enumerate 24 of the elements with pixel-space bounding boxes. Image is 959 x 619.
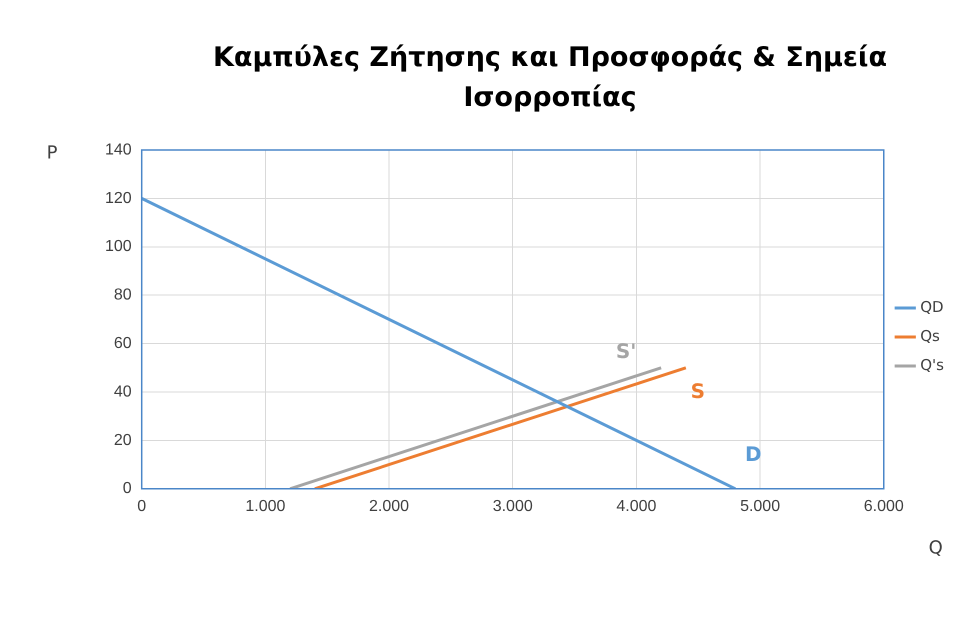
y-tick-label: 80 (114, 286, 132, 304)
x-tick-label: 3.000 (492, 498, 533, 515)
x-tick-label: 6.000 (864, 498, 904, 515)
x-tick-label: 0 (137, 498, 146, 515)
x-tick-label: 1.000 (245, 498, 286, 515)
annotation: S (690, 379, 706, 404)
y-tick-label: 140 (104, 141, 132, 158)
y-tick-label: 40 (114, 383, 132, 400)
legend-label: Q's (920, 356, 944, 374)
y-tick-label: 60 (114, 335, 132, 352)
legend-label: Qs (920, 326, 940, 345)
annotation: S' (616, 339, 636, 364)
annotation: D (745, 442, 762, 466)
chart-title: Καμπύλες Ζήτησης και Προσφοράς & Σημεία Ισορροπίας (212, 41, 888, 115)
y-tick-label: 20 (114, 432, 132, 449)
y-axis-title: P (46, 142, 58, 164)
x-tick-label: 5.000 (740, 498, 780, 515)
legend-label: QD (920, 298, 944, 316)
y-tick-label: 100 (104, 238, 132, 256)
x-tick-label: 4.000 (616, 498, 657, 515)
x-tick-label: 2.000 (369, 498, 410, 515)
y-tick-label: 0 (122, 480, 132, 498)
y-tick-label: 120 (104, 190, 132, 207)
x-axis-title: Q (928, 537, 943, 558)
